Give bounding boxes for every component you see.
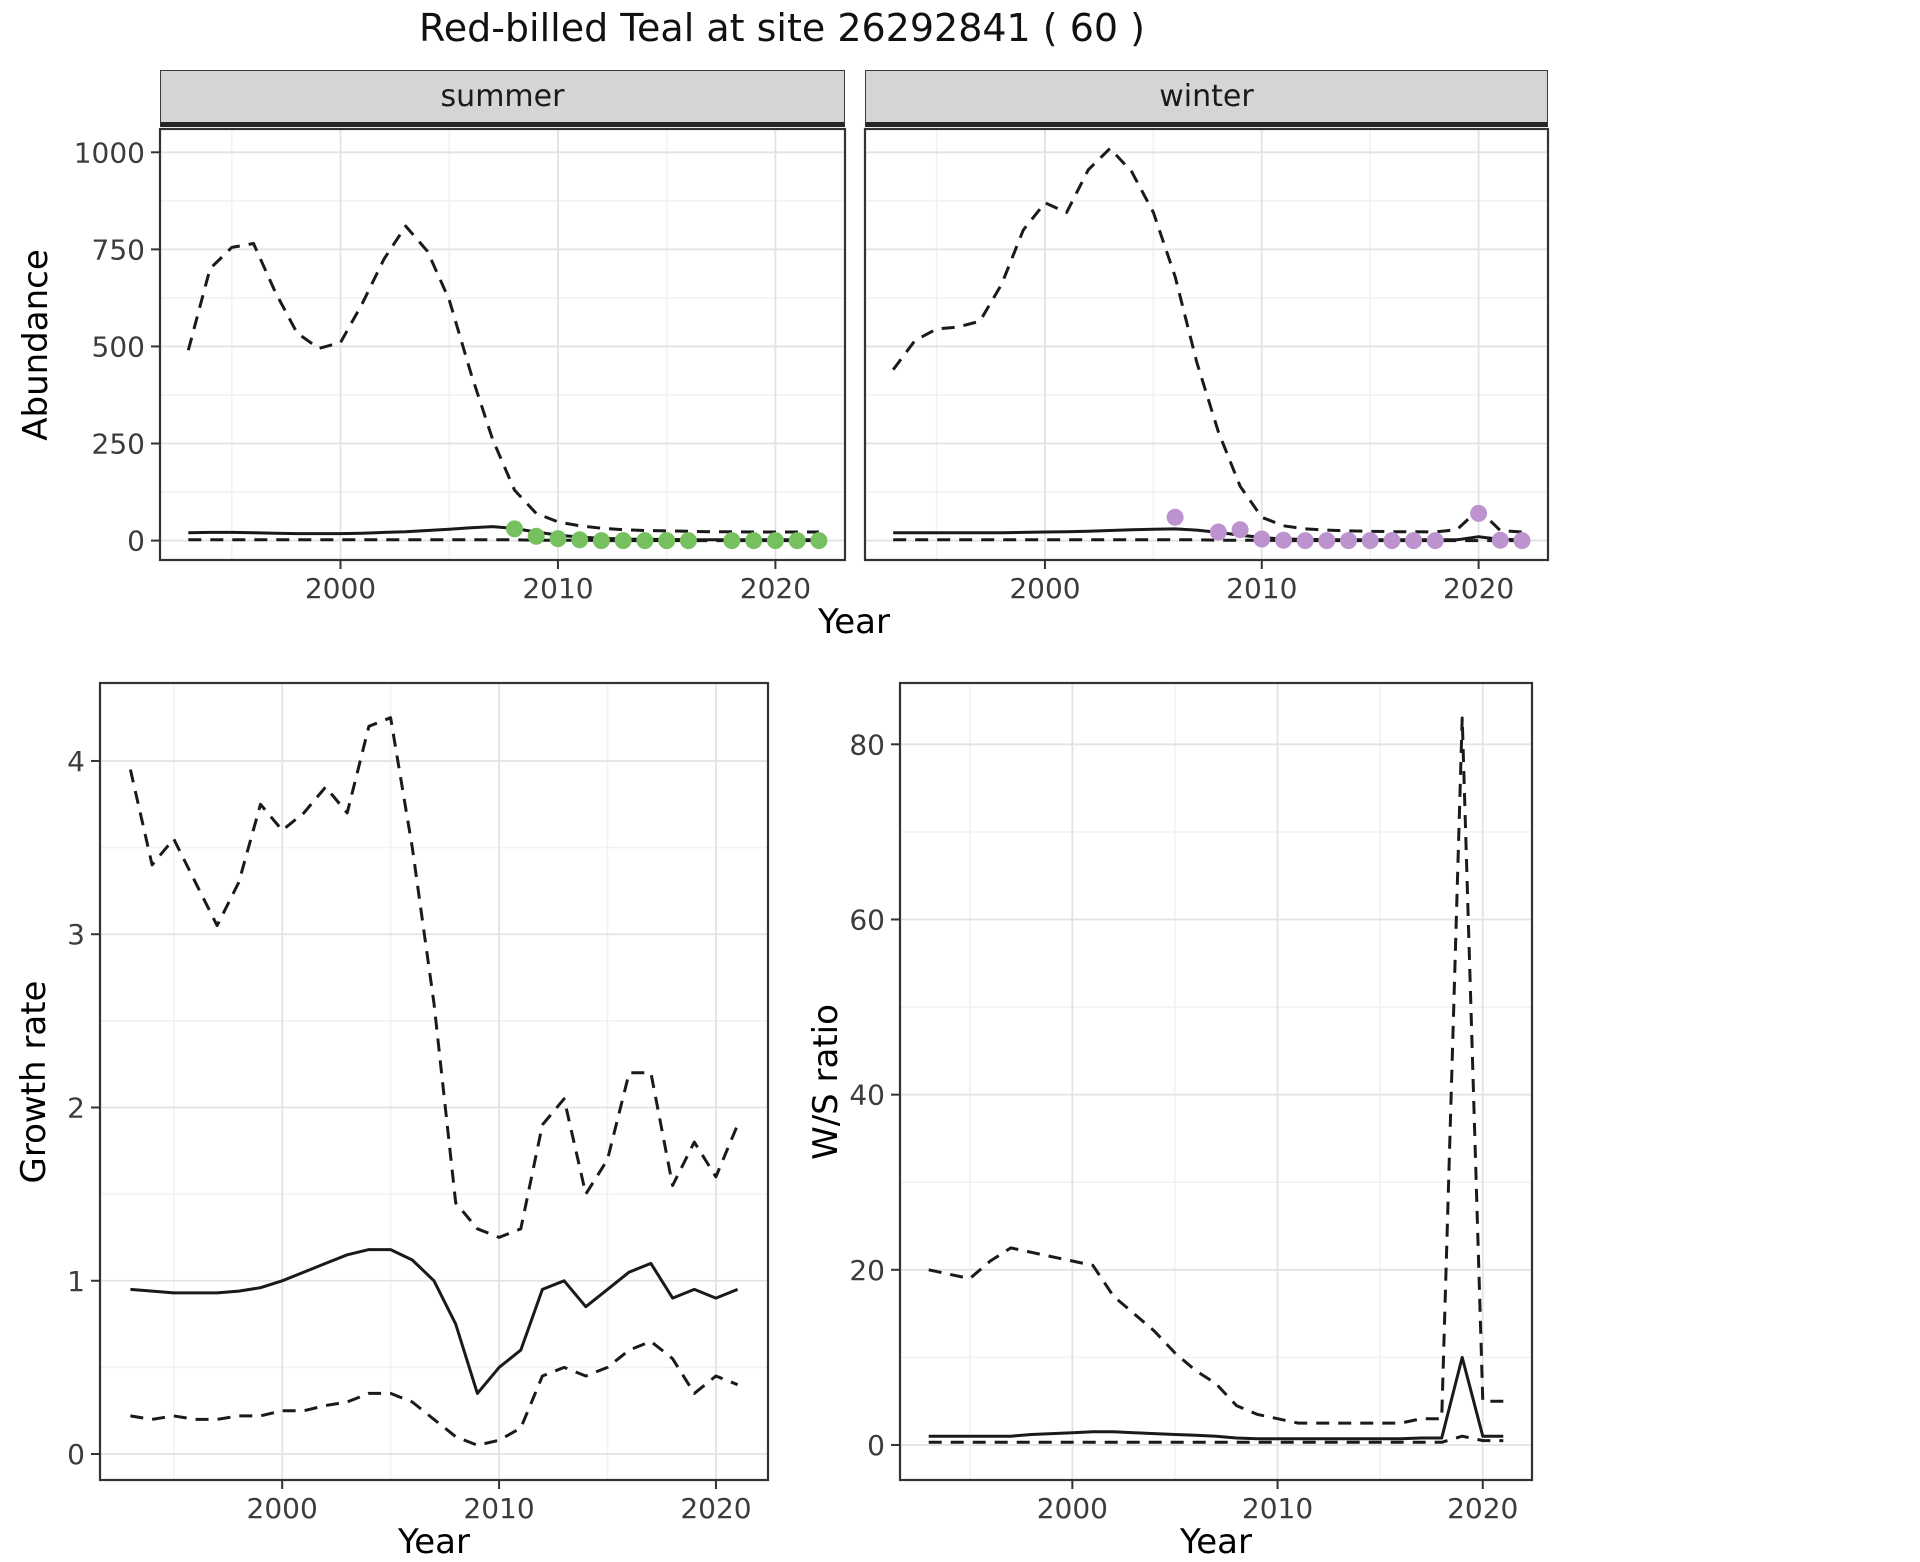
observed-counts-summer-point: [549, 530, 567, 548]
x-tick-label: 2000: [1037, 1492, 1108, 1525]
observed-counts-winter-point: [1253, 530, 1271, 548]
y-tick-label: 0: [127, 525, 145, 558]
x-tick-label: 2010: [522, 572, 593, 605]
observed-counts-summer-point: [788, 532, 806, 550]
y-tick-label: 60: [849, 903, 885, 936]
x-tick-label: 2010: [1242, 1492, 1313, 1525]
y-tick-label: 500: [92, 330, 145, 363]
growth-rate-upper-ci-line: [128, 716, 739, 1239]
facet-strip-winter: winter: [865, 70, 1548, 127]
observed-counts-winter-point: [1209, 523, 1227, 541]
x-tick-label: 2000: [1009, 572, 1080, 605]
x-tick-label: 2000: [247, 1492, 318, 1525]
figure-title: Red-billed Teal at site 26292841 ( 60 ): [419, 6, 1145, 50]
observed-counts-winter-point: [1275, 531, 1292, 549]
facet-strip-summer: summer: [160, 70, 845, 127]
x-tick-label: 2020: [1447, 1492, 1518, 1525]
y-tick-label: 0: [67, 1438, 85, 1471]
ws-ratio-median-line: [928, 1355, 1504, 1441]
x-tick-label: 2010: [1226, 572, 1297, 605]
y-axis-title-ws-ratio: W/S ratio: [806, 1004, 846, 1160]
observed-counts-winter-point: [1470, 504, 1488, 522]
observed-counts-winter-point: [1296, 532, 1314, 550]
observed-counts-summer-point: [506, 520, 523, 538]
observed-counts-summer-point: [614, 532, 632, 550]
abundance-winter-panel-bg: [865, 129, 1548, 560]
observed-counts-winter-point: [1405, 532, 1423, 550]
y-tick-label: 3: [67, 918, 85, 951]
y-tick-label: 1000: [74, 136, 145, 169]
x-axis-title-year-top: Year: [818, 602, 890, 642]
abundance-winter-upper-ci-line: [891, 146, 1523, 534]
observed-counts-summer-point: [527, 527, 545, 545]
y-tick-label: 40: [849, 1079, 885, 1112]
y-tick-label: 250: [92, 428, 145, 461]
y-tick-label: 20: [849, 1254, 885, 1287]
observed-counts-winter-point: [1166, 508, 1184, 526]
observed-counts-winter-point: [1491, 531, 1509, 549]
abundance-winter-lower-ci-line: [893, 538, 1522, 543]
ws-ratio-panel-border: [898, 681, 1534, 1482]
y-tick-label: 0: [867, 1429, 885, 1462]
observed-counts-summer-point: [679, 532, 697, 550]
abundance-summer-median-line: [188, 525, 819, 542]
observed-counts-summer-point: [766, 532, 784, 550]
observed-counts-winter-point: [1231, 521, 1249, 539]
abundance-summer-panel-bg: [160, 129, 845, 560]
growth-rate-median-line: [130, 1248, 739, 1395]
observed-counts-summer-point: [810, 532, 828, 550]
observed-counts-summer-point: [658, 532, 676, 550]
growth-rate-panel-border: [98, 681, 770, 1482]
ws-ratio-upper-ci-line: [928, 716, 1504, 1425]
x-tick-label: 2020: [740, 572, 811, 605]
observed-counts-summer-point: [636, 532, 654, 550]
y-tick-label: 2: [67, 1091, 85, 1124]
ws-ratio-lower-ci-line: [928, 1434, 1504, 1444]
observed-counts-winter-point: [1318, 532, 1336, 550]
growth-rate-lower-ci-line: [130, 1339, 739, 1447]
x-tick-label: 2020: [680, 1492, 751, 1525]
observed-counts-summer-point: [592, 532, 610, 550]
abundance-summer-upper-ci-line: [186, 224, 819, 534]
observed-counts-winter-point: [1426, 532, 1444, 550]
observed-counts-summer-point: [571, 531, 589, 549]
facet-label-summer: summer: [440, 79, 565, 114]
abundance-summer-panel-border: [158, 127, 847, 562]
observed-counts-winter-point: [1383, 532, 1401, 550]
x-tick-label: 2020: [1443, 572, 1514, 605]
x-tick-label: 2010: [463, 1492, 534, 1525]
y-tick-label: 80: [849, 728, 885, 761]
observed-counts-winter-point: [1361, 532, 1379, 550]
observed-counts-summer-point: [745, 532, 763, 550]
y-tick-label: 750: [92, 233, 145, 266]
y-axis-title-abundance: Abundance: [16, 249, 56, 441]
x-tick-label: 2000: [305, 572, 376, 605]
growth-rate-panel-bg: [100, 683, 768, 1480]
observed-counts-winter-point: [1513, 532, 1531, 550]
y-tick-label: 1: [67, 1265, 85, 1298]
x-axis-title-year-ws: Year: [1180, 1522, 1252, 1562]
abundance-summer-lower-ci-line: [188, 538, 819, 543]
x-axis-title-year-growth: Year: [398, 1522, 470, 1562]
y-tick-label: 4: [67, 745, 85, 778]
ws-ratio-panel-bg: [900, 683, 1532, 1480]
observed-counts-summer-point: [723, 532, 741, 550]
facet-label-winter: winter: [1159, 79, 1254, 114]
observed-counts-winter-point: [1340, 532, 1357, 550]
y-axis-title-growth-rate: Growth rate: [14, 980, 54, 1184]
abundance-winter-panel-border: [863, 127, 1550, 562]
